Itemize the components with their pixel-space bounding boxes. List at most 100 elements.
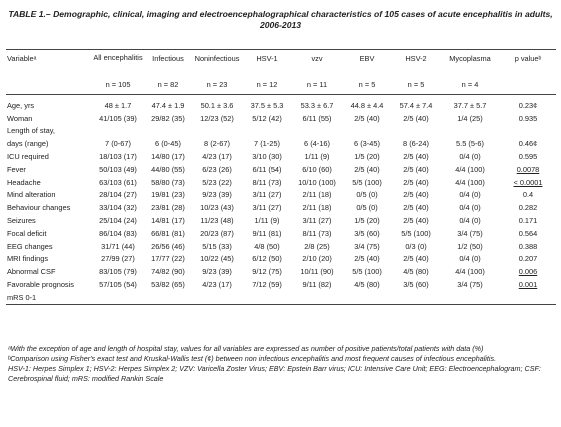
table-cell: 1/2 (50)	[457, 241, 483, 251]
column-header: Variableᵃ	[6, 49, 92, 80]
table-cell: 0.595	[518, 152, 538, 162]
table-cell: 4/5 (80)	[354, 280, 380, 290]
table-cell: 0/4 (0)	[459, 152, 481, 162]
table-cell: 5.5 (5-6)	[456, 139, 484, 149]
table-cell: 0/4 (0)	[459, 216, 481, 226]
table-row: Length of stay,	[6, 125, 556, 138]
table-cell: 0.388	[518, 241, 538, 251]
table-cell: 0.564	[518, 228, 538, 238]
table-cell: 28/104 (27)	[99, 190, 137, 200]
table-cell: 10/10 (100)	[298, 177, 336, 187]
row-label: Favorable prognosis	[7, 280, 74, 290]
column-n: n = 12	[242, 80, 292, 95]
table-row: Seizures 25/104 (24) 14/81 (17) 11/23 (48) 1…	[6, 214, 556, 227]
table-cell: 2/5 (40)	[354, 254, 380, 264]
table-cell: 0/4 (0)	[459, 203, 481, 213]
table-cell: 0.4	[522, 190, 534, 200]
table-cell: 6 (3-45)	[354, 139, 380, 149]
table-row: MRI findings 27/99 (27) 17/77 (22) 10/22 (4…	[6, 253, 556, 266]
table-cell: 50.1 ± 3.6	[200, 100, 234, 110]
column-header: vzv	[292, 49, 342, 80]
column-n: n = 5	[342, 80, 392, 95]
table-cell: 5/23 (22)	[202, 177, 232, 187]
table-cell	[192, 290, 242, 305]
table-cell: 2/5 (40)	[403, 152, 429, 162]
table-cell: 9/23 (39)	[202, 190, 232, 200]
row-label: Focal deficit	[7, 228, 47, 238]
table-cell: 3/11 (27)	[302, 216, 332, 226]
table-cell: 26/56 (46)	[151, 241, 185, 251]
table-cell: 7 (0-67)	[105, 139, 131, 149]
table-body: Age, yrs 48 ± 1.7 47.4 ± 1.9 50.1 ± 3.6 37.5…	[6, 95, 556, 305]
table-cell: 12/23 (52)	[200, 113, 234, 123]
row-label: Woman	[7, 113, 33, 123]
header-row: Variableᵃ All encephalitis Infectious Nonin…	[6, 49, 556, 80]
table-cell: 19/81 (23)	[151, 190, 185, 200]
table-cell: 1/5 (20)	[354, 216, 380, 226]
column-header: HSV-1	[242, 49, 292, 80]
column-n: n = 23	[192, 80, 242, 95]
table-cell: 17/77 (22)	[151, 254, 185, 264]
table-cell: 57/105 (54)	[99, 280, 137, 290]
table-cell: 44.8 ± 4.4	[350, 100, 384, 110]
column-n: n = 82	[144, 80, 192, 95]
table-cell: 5/5 (100)	[352, 267, 382, 277]
table-cell: 53/82 (65)	[151, 280, 185, 290]
table-cell: 1/4 (25)	[457, 113, 483, 123]
table-cell: 0.282	[518, 203, 538, 213]
table-row: EEG changes 31/71 (44) 26/56 (46) 5/15 (33)…	[6, 240, 556, 253]
table-cell: 7/12 (59)	[252, 280, 282, 290]
table-cell: 11/23 (48)	[200, 216, 234, 226]
table-cell: 2/5 (40)	[403, 177, 429, 187]
table-cell: 2/5 (40)	[403, 216, 429, 226]
table-cell: 6/10 (60)	[302, 164, 332, 174]
table-cell: 6/23 (26)	[202, 164, 232, 174]
table-cell: 0.46¢	[518, 139, 538, 149]
table-cell: 4/8 (50)	[254, 241, 280, 251]
table-cell: 4/4 (100)	[455, 164, 485, 174]
table-cell: 9/12 (75)	[252, 267, 282, 277]
footnote: HSV-1: Herpes Simplex 1; HSV-2: Herpes S…	[8, 364, 541, 383]
table-cell: 37.5 ± 5.3	[250, 100, 284, 110]
table-cell	[440, 290, 500, 305]
table-cell: 37.7 ± 5.7	[453, 100, 487, 110]
table-cell: 5/15 (33)	[202, 241, 232, 251]
table-cell: 0.935	[518, 113, 538, 123]
table-cell: 2/8 (25)	[304, 241, 330, 251]
column-header: Infectious	[144, 49, 192, 80]
table-cell: 0/5 (0)	[356, 190, 378, 200]
table-title: TABLE 1.– Demographic, clinical, imaging…	[8, 9, 553, 30]
table-cell	[144, 125, 192, 138]
column-n: n = 4	[440, 80, 500, 95]
column-header: p valueᵇ	[500, 49, 556, 80]
footnotes: ᵃWith the exception of age and length of…	[8, 344, 553, 384]
table-cell: 0/4 (0)	[459, 254, 481, 264]
table-cell: 53.3 ± 6.7	[300, 100, 334, 110]
table-cell: 48 ± 1.7	[104, 100, 132, 110]
row-label: Age, yrs	[7, 100, 35, 110]
table-cell	[242, 290, 292, 305]
table-cell: 1/11 (9)	[304, 152, 330, 162]
table-cell	[192, 125, 242, 138]
table-cell: 3/10 (30)	[252, 152, 282, 162]
table-cell: 3/4 (75)	[354, 241, 380, 251]
table-cell	[242, 125, 292, 138]
data-table: Variableᵃ All encephalitis Infectious Nonin…	[6, 49, 556, 305]
table-row: Woman 41/105 (39) 29/82 (35) 12/23 (52) 5/12…	[6, 112, 556, 125]
table-cell: 86/104 (83)	[99, 228, 137, 238]
table-cell: 0/3 (0)	[405, 241, 427, 251]
table-cell: 4/5 (80)	[403, 267, 429, 277]
table-cell: 0.207	[518, 254, 538, 264]
table-cell: 8 (6-24)	[403, 139, 429, 149]
table-cell: 10/22 (45)	[200, 254, 234, 264]
table-cell: 23/81 (28)	[151, 203, 185, 213]
column-header: EBV	[342, 49, 392, 80]
table-cell: 2/5 (40)	[354, 164, 380, 174]
row-label: Headache	[7, 177, 41, 187]
column-header: Mycoplasma	[440, 49, 500, 80]
table-cell: 9/23 (39)	[202, 267, 232, 277]
table-cell: 4/4 (100)	[455, 177, 485, 187]
column-n	[500, 80, 556, 95]
table-row: Abnormal CSF 83/105 (79) 74/82 (90) 9/23 (3…	[6, 265, 556, 278]
table-cell: 0.171	[518, 216, 538, 226]
